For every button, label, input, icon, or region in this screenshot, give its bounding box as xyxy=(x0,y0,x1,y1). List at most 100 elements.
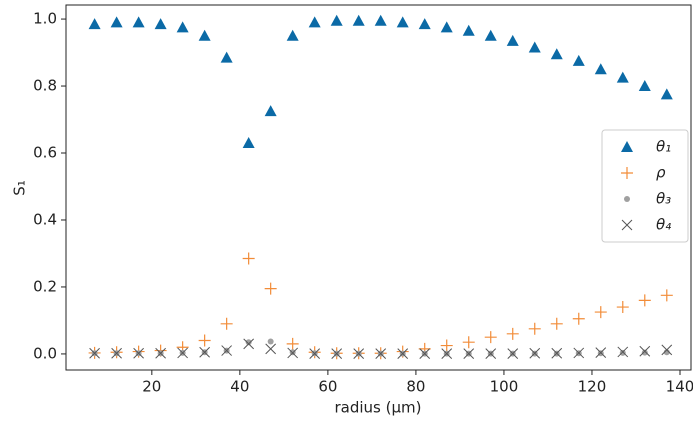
point xyxy=(507,348,519,359)
point xyxy=(639,345,651,357)
point xyxy=(264,282,277,295)
point xyxy=(484,29,497,41)
point xyxy=(660,289,673,302)
point xyxy=(89,347,100,359)
y-tick-label: 1.0 xyxy=(33,10,57,28)
point xyxy=(397,348,409,359)
point xyxy=(616,71,629,83)
point xyxy=(375,348,387,359)
legend-marker xyxy=(621,167,633,179)
point xyxy=(198,29,211,41)
point xyxy=(243,338,255,350)
point xyxy=(419,348,431,359)
legend-label: θ₄ xyxy=(656,216,671,234)
y-tick-label: 0.2 xyxy=(33,277,57,295)
point xyxy=(155,347,166,359)
point xyxy=(396,16,409,28)
point xyxy=(331,348,343,359)
x-tick-label: 20 xyxy=(142,378,161,396)
point xyxy=(484,331,497,344)
point xyxy=(353,348,365,359)
point xyxy=(267,338,274,345)
point xyxy=(88,18,101,30)
point xyxy=(485,348,497,359)
legend-box xyxy=(601,129,689,243)
point xyxy=(619,349,626,356)
point xyxy=(506,327,519,340)
point xyxy=(265,343,277,355)
legend-label: θ₃ xyxy=(656,190,671,208)
point xyxy=(550,48,563,60)
point xyxy=(242,252,255,265)
point xyxy=(440,339,453,352)
y-axis-label: S₁ xyxy=(11,180,29,196)
point xyxy=(286,29,299,41)
point xyxy=(595,347,607,358)
y-tick-label: 0.0 xyxy=(33,344,57,362)
point xyxy=(594,306,607,319)
point xyxy=(176,21,189,33)
plot-frame xyxy=(65,4,692,371)
point xyxy=(462,24,475,36)
point xyxy=(245,339,252,346)
y-tick-label: 0.8 xyxy=(33,77,57,95)
point xyxy=(638,294,651,307)
point xyxy=(242,136,255,148)
x-axis-label: radius (μm) xyxy=(335,399,422,417)
point xyxy=(641,349,648,356)
point xyxy=(220,51,233,63)
point xyxy=(221,345,233,356)
point xyxy=(528,41,541,53)
point xyxy=(463,348,475,359)
point xyxy=(572,312,585,325)
legend-marker xyxy=(621,219,633,231)
legend-label: θ₁ xyxy=(656,138,671,156)
point xyxy=(572,54,585,66)
point xyxy=(198,334,211,347)
point xyxy=(616,301,629,314)
point xyxy=(660,88,673,100)
point xyxy=(111,347,122,359)
legend-marker xyxy=(624,196,630,202)
point xyxy=(440,21,453,33)
x-tick-label: 40 xyxy=(230,378,249,396)
point xyxy=(309,348,321,359)
legend-label: ρ xyxy=(656,164,666,182)
point xyxy=(462,336,475,349)
point xyxy=(441,348,453,359)
point xyxy=(352,14,365,26)
x-tick-label: 140 xyxy=(666,378,693,396)
point xyxy=(529,347,541,359)
point xyxy=(286,337,299,350)
point xyxy=(220,317,233,330)
point xyxy=(287,347,299,359)
point xyxy=(661,344,673,356)
legend-marker xyxy=(621,141,633,152)
point xyxy=(506,34,519,46)
point xyxy=(264,105,277,117)
point xyxy=(199,346,210,358)
x-tick-label: 100 xyxy=(490,378,519,396)
point xyxy=(330,14,343,26)
point xyxy=(110,16,123,28)
point xyxy=(418,18,431,30)
point xyxy=(133,347,144,359)
point xyxy=(550,317,563,330)
point xyxy=(573,347,585,359)
point xyxy=(308,16,321,28)
point xyxy=(551,347,563,359)
x-tick-label: 120 xyxy=(578,378,607,396)
point xyxy=(132,16,145,28)
y-tick-label: 0.6 xyxy=(33,144,57,162)
point xyxy=(374,14,387,26)
point xyxy=(594,63,607,75)
point xyxy=(177,347,188,359)
point xyxy=(154,18,167,30)
point xyxy=(528,322,541,335)
x-tick-label: 80 xyxy=(406,378,425,396)
y-tick-label: 0.4 xyxy=(33,210,57,228)
x-tick-label: 60 xyxy=(318,378,337,396)
point xyxy=(617,346,629,358)
